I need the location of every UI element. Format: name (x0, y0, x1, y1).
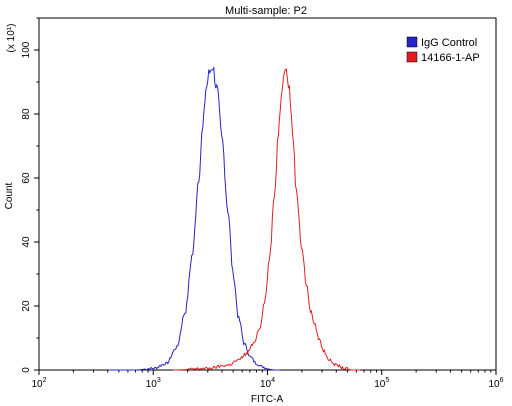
y-multiplier-label: (x 10¹) (6, 24, 17, 53)
legend-swatch-14166-1-ap (406, 51, 418, 63)
y-tick-label: 20 (21, 300, 32, 312)
x-tick-label: 103 (146, 377, 161, 390)
series-line-igg-control (107, 65, 280, 371)
x-tick-label: 104 (260, 377, 275, 390)
y-axis-label: Count (4, 182, 15, 209)
legend: IgG Control 14166-1-AP (406, 36, 480, 64)
legend-label-igg-control: IgG Control (421, 37, 477, 49)
legend-label-14166-1-ap: 14166-1-AP (421, 52, 480, 64)
series-line-14166-1-ap (173, 68, 361, 371)
legend-swatch-igg-control (406, 36, 418, 48)
y-tick-label: 0 (21, 367, 32, 373)
plot-area-frame (38, 17, 497, 371)
x-axis-label: FITC-A (251, 394, 284, 405)
y-tick-label: 60 (21, 172, 32, 184)
x-tick-label: 106 (488, 377, 503, 390)
y-axis-ticks: 0 20 40 60 80 100 (21, 17, 39, 373)
chart-title: Multi-sample: P2 (225, 5, 307, 17)
y-tick-label: 80 (21, 108, 32, 120)
y-tick-label: 100 (21, 41, 32, 58)
x-tick-label: 105 (374, 377, 389, 390)
y-tick-label: 40 (21, 236, 32, 248)
x-tick-label: 102 (31, 377, 46, 390)
x-axis-ticks: 102 103 104 105 106 (31, 370, 504, 390)
series-layer (107, 65, 361, 371)
